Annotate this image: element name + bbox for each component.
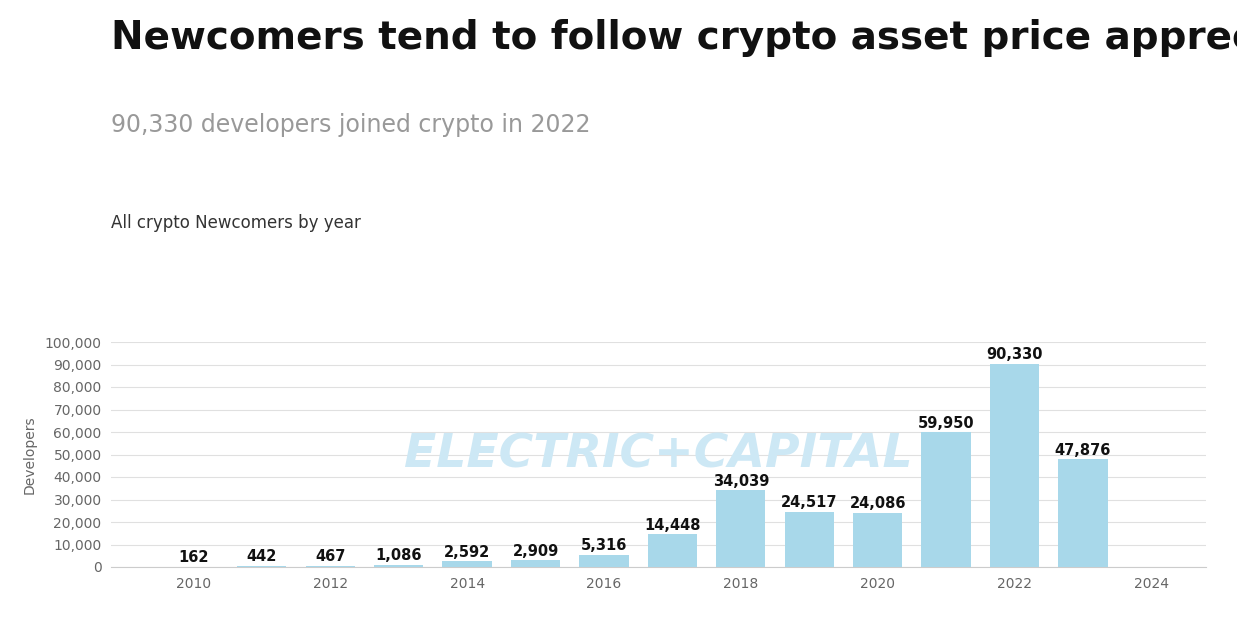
Text: 59,950: 59,950 <box>918 416 975 430</box>
Bar <box>238 566 287 567</box>
Text: 14,448: 14,448 <box>644 518 700 533</box>
Bar <box>511 561 560 567</box>
Text: 442: 442 <box>246 549 277 564</box>
Y-axis label: Developers: Developers <box>22 415 36 494</box>
Text: All crypto Newcomers by year: All crypto Newcomers by year <box>111 214 361 232</box>
Bar <box>716 490 766 567</box>
Text: 24,517: 24,517 <box>781 495 837 510</box>
Bar <box>854 513 902 567</box>
Text: ELECTRIC+CAPITAL: ELECTRIC+CAPITAL <box>404 432 913 477</box>
Bar <box>443 561 492 567</box>
Text: 2,592: 2,592 <box>444 544 490 559</box>
Text: Newcomers tend to follow crypto asset price appreciation: Newcomers tend to follow crypto asset pr… <box>111 19 1237 57</box>
Bar <box>579 555 628 567</box>
Text: 47,876: 47,876 <box>1055 443 1111 458</box>
Text: 90,330 developers joined crypto in 2022: 90,330 developers joined crypto in 2022 <box>111 113 591 137</box>
Bar <box>648 534 696 567</box>
Bar <box>990 364 1039 567</box>
Bar <box>784 512 834 567</box>
Text: 24,086: 24,086 <box>850 496 905 511</box>
Text: 5,316: 5,316 <box>581 539 627 554</box>
Text: 2,909: 2,909 <box>512 544 559 559</box>
Text: 1,086: 1,086 <box>376 548 422 563</box>
Bar <box>1059 459 1107 567</box>
Text: 162: 162 <box>178 550 209 565</box>
Text: 90,330: 90,330 <box>986 347 1043 362</box>
Text: 34,039: 34,039 <box>713 474 769 489</box>
Bar <box>306 566 355 567</box>
Bar <box>374 564 423 567</box>
Text: 467: 467 <box>315 549 345 564</box>
Bar <box>922 432 971 567</box>
